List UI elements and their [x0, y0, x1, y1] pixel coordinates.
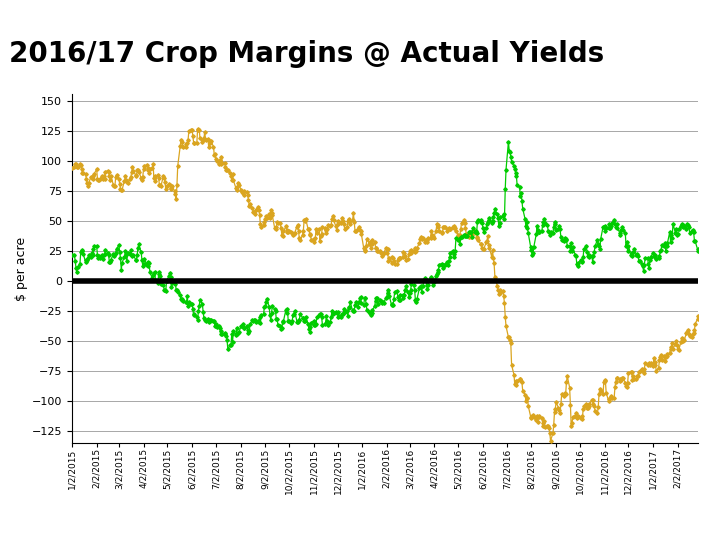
Text: Ag Decision Maker: Ag Decision Maker	[577, 505, 711, 519]
Text: 2016/17 Crop Margins @ Actual Yields: 2016/17 Crop Margins @ Actual Yields	[9, 40, 604, 68]
Text: Extension and Outreach/Department of Economics: Extension and Outreach/Department of Eco…	[9, 521, 243, 530]
Text: IOWA STATE UNIVERSITY: IOWA STATE UNIVERSITY	[9, 499, 233, 513]
Y-axis label: $ per acre: $ per acre	[14, 237, 27, 301]
